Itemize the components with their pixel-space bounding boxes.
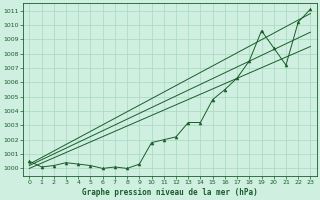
- X-axis label: Graphe pression niveau de la mer (hPa): Graphe pression niveau de la mer (hPa): [82, 188, 258, 197]
